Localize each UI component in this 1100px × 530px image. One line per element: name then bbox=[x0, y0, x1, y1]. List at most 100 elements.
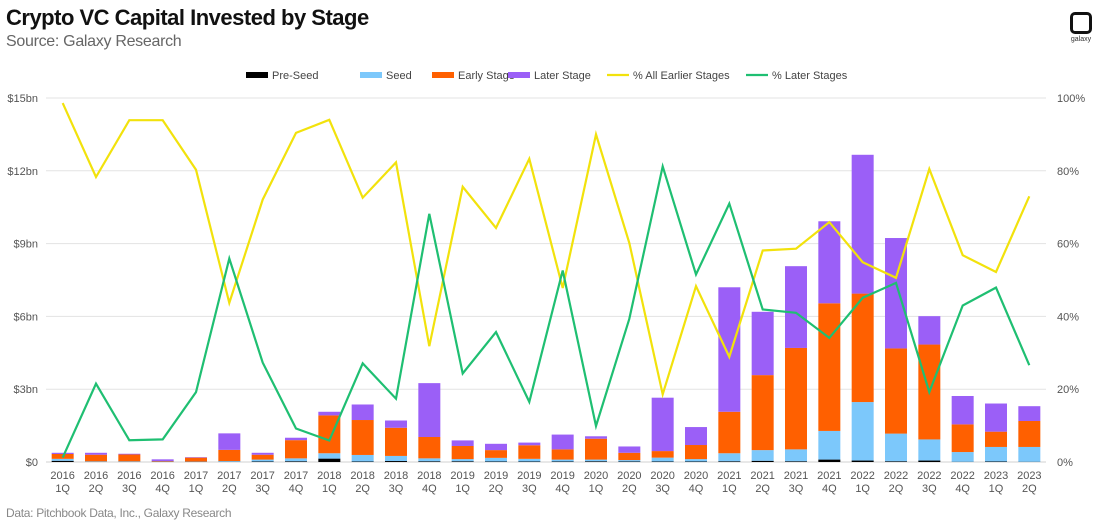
x-tick-label-year: 2016 bbox=[50, 470, 74, 482]
bar-pre-seed bbox=[851, 460, 874, 462]
x-tick-label-quarter: 4Q bbox=[289, 483, 304, 495]
galaxy-logo: galaxy bbox=[1068, 12, 1094, 43]
bar-later-stage bbox=[818, 221, 841, 304]
bar-early-stage bbox=[651, 451, 674, 458]
x-tick-label-quarter: 4Q bbox=[555, 483, 570, 495]
legend-label: % All Earlier Stages bbox=[633, 70, 730, 82]
x-tick-label-quarter: 3Q bbox=[255, 483, 270, 495]
bar-later-stage bbox=[418, 383, 441, 438]
bar-later-stage bbox=[251, 452, 274, 455]
x-tick-label-year: 2019 bbox=[517, 470, 541, 482]
bar-seed bbox=[51, 458, 74, 461]
x-tick-label-quarter: 1Q bbox=[855, 483, 870, 495]
bar-later-stage bbox=[351, 404, 374, 421]
x-tick-label-quarter: 3Q bbox=[522, 483, 537, 495]
bar-seed bbox=[451, 459, 474, 462]
bar-early-stage bbox=[118, 454, 141, 462]
bar-seed bbox=[718, 453, 741, 462]
y-right-tick-label: 40% bbox=[1057, 311, 1079, 323]
bar-seed bbox=[318, 453, 341, 459]
x-tick-label-year: 2019 bbox=[450, 470, 474, 482]
bar-pre-seed bbox=[718, 461, 741, 462]
x-tick-label-quarter: 4Q bbox=[955, 483, 970, 495]
x-tick-label-quarter: 1Q bbox=[455, 483, 470, 495]
x-tick-label-year: 2022 bbox=[884, 470, 908, 482]
x-tick-label-year: 2018 bbox=[317, 470, 341, 482]
bar-seed bbox=[585, 459, 607, 462]
bar-pre-seed bbox=[818, 459, 841, 462]
bar-seed bbox=[751, 450, 774, 461]
x-tick-label-quarter: 3Q bbox=[389, 483, 404, 495]
galaxy-logo-icon bbox=[1070, 12, 1092, 34]
bar-early-stage bbox=[218, 449, 241, 462]
bar-pre-seed bbox=[785, 461, 807, 462]
x-tick-label-year: 2020 bbox=[684, 470, 708, 482]
x-tick-label-quarter: 2Q bbox=[889, 483, 904, 495]
bar-pre-seed bbox=[585, 461, 607, 462]
bar-later-stage bbox=[151, 459, 174, 462]
x-tick-label-year: 2017 bbox=[217, 470, 241, 482]
legend-swatch bbox=[432, 72, 454, 78]
x-tick-label-year: 2021 bbox=[784, 470, 808, 482]
bar-later-stage bbox=[651, 397, 674, 452]
bar-early-stage bbox=[685, 445, 707, 460]
bar-later-stage bbox=[951, 395, 974, 425]
chart-footer: Data: Pitchbook Data, Inc., Galaxy Resea… bbox=[6, 506, 232, 520]
bar-later-stage bbox=[585, 436, 607, 439]
bar-early-stage bbox=[251, 454, 274, 460]
bar-seed bbox=[485, 457, 507, 462]
bar-early-stage bbox=[285, 440, 307, 459]
bar-later-stage bbox=[785, 266, 807, 348]
x-tick-label-year: 2018 bbox=[350, 470, 374, 482]
bar-seed bbox=[418, 458, 441, 462]
line-later-stages bbox=[61, 162, 1031, 459]
x-tick-label-year: 2018 bbox=[417, 470, 441, 482]
x-tick-label-quarter: 1Q bbox=[55, 483, 70, 495]
bar-early-stage bbox=[418, 437, 441, 459]
x-tick-label-year: 2021 bbox=[750, 470, 774, 482]
legend-label: Seed bbox=[386, 70, 412, 82]
bar-early-stage bbox=[585, 438, 607, 460]
bar-early-stage bbox=[318, 415, 341, 454]
legend-swatch bbox=[360, 72, 382, 78]
legend-label: Pre-Seed bbox=[272, 70, 318, 82]
bar-early-stage bbox=[385, 427, 407, 456]
x-tick-label-quarter: 1Q bbox=[989, 483, 1004, 495]
x-tick-label-year: 2017 bbox=[184, 470, 208, 482]
bar-later-stage bbox=[851, 154, 874, 294]
bar-pre-seed bbox=[451, 461, 474, 462]
bar-pre-seed bbox=[418, 461, 441, 462]
bar-early-stage bbox=[551, 449, 574, 460]
bar-early-stage bbox=[885, 348, 907, 434]
x-tick-label-year: 2023 bbox=[1017, 470, 1041, 482]
bar-seed bbox=[785, 449, 807, 462]
legend-swatch bbox=[246, 72, 268, 78]
logo-text: galaxy bbox=[1070, 36, 1092, 43]
legend-label: Later Stage bbox=[534, 70, 591, 82]
bar-later-stage bbox=[118, 453, 141, 455]
x-tick-label-year: 2016 bbox=[150, 470, 174, 482]
legend-swatch bbox=[508, 72, 530, 78]
x-tick-label-quarter: 1Q bbox=[722, 483, 737, 495]
x-tick-label-year: 2021 bbox=[717, 470, 741, 482]
bar-seed bbox=[351, 454, 374, 462]
y-right-tick-label: 0% bbox=[1057, 457, 1073, 469]
line-all-earlier-stages bbox=[61, 102, 1031, 399]
bar-seed bbox=[951, 452, 974, 462]
x-tick-label-quarter: 4Q bbox=[422, 483, 437, 495]
bar-seed bbox=[985, 446, 1007, 462]
bar-later-stage bbox=[485, 443, 507, 451]
bar-seed bbox=[285, 458, 307, 462]
bar-later-stage bbox=[751, 311, 774, 376]
bar-early-stage bbox=[185, 457, 207, 462]
bar-early-stage bbox=[751, 375, 774, 451]
x-tick-label-quarter: 4Q bbox=[155, 483, 170, 495]
x-tick-label-quarter: 1Q bbox=[589, 483, 604, 495]
bar-early-stage bbox=[85, 454, 107, 462]
bar-seed bbox=[851, 402, 874, 461]
x-tick-label-quarter: 3Q bbox=[789, 483, 804, 495]
bar-later-stage bbox=[618, 446, 641, 453]
x-tick-label-year: 2017 bbox=[284, 470, 308, 482]
